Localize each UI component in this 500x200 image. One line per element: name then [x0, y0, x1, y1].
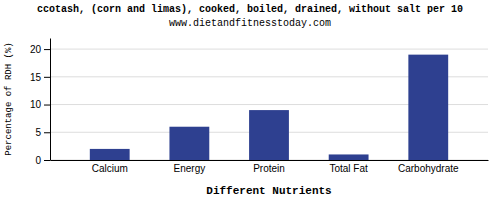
x-tick: Energy — [174, 163, 206, 174]
y-tick-label: 20 — [30, 44, 42, 55]
x-tick: Calcium — [92, 163, 128, 174]
x-tick-label: Protein — [253, 163, 285, 174]
bar — [408, 55, 448, 160]
y-axis-title: Percentage of RDH (%) — [4, 42, 14, 155]
bar — [329, 154, 369, 160]
y-tick-label: 15 — [30, 72, 42, 83]
x-tick-label: Calcium — [92, 163, 128, 174]
title: ccotash, (corn and limas), cooked, boile… — [37, 4, 463, 15]
y-tick-mark — [44, 77, 50, 78]
subtitle: www.dietandfitnesstoday.com — [169, 18, 331, 29]
bars — [90, 55, 448, 160]
y-tick-mark — [44, 160, 50, 161]
y-tick: 0 — [35, 155, 50, 166]
y-tick: 20 — [30, 44, 50, 55]
chart-container: Calcium Energy Protein Total Fat Carbohydrat… — [0, 0, 500, 200]
y-tick-mark — [44, 49, 50, 50]
y-tick-label: 5 — [35, 127, 41, 138]
y-tick: 15 — [30, 72, 50, 83]
y-tick-mark — [44, 132, 50, 133]
y-tick-label: 10 — [30, 99, 42, 110]
chart-svg: Calcium Energy Protein Total Fat Carbohydrat… — [0, 0, 500, 200]
x-tick: Total Fat — [329, 163, 368, 174]
y-tick: 10 — [30, 99, 50, 110]
grid-line — [50, 49, 488, 50]
y-tick: 5 — [35, 127, 50, 138]
y-axis-line — [50, 39, 51, 161]
x-axis-title: Different Nutrients — [206, 185, 331, 197]
x-tick-label: Total Fat — [329, 163, 368, 174]
x-tick-label: Energy — [174, 163, 206, 174]
x-tick: Carbohydrate — [398, 163, 459, 174]
x-axis: Calcium Energy Protein Total Fat Carbohydrat… — [51, 161, 489, 175]
x-tick-label: Carbohydrate — [398, 163, 459, 174]
bar — [249, 110, 289, 160]
x-axis-line — [51, 160, 489, 161]
grid — [50, 49, 488, 160]
x-tick: Protein — [253, 163, 285, 174]
y-axis: 0 5 10 15 20 — [30, 39, 51, 166]
bar — [169, 127, 209, 160]
page: {"chart_data": {"type": "bar", "title": … — [0, 0, 500, 200]
bar — [90, 149, 130, 160]
y-tick-mark — [44, 105, 50, 106]
y-tick-label: 0 — [35, 155, 41, 166]
